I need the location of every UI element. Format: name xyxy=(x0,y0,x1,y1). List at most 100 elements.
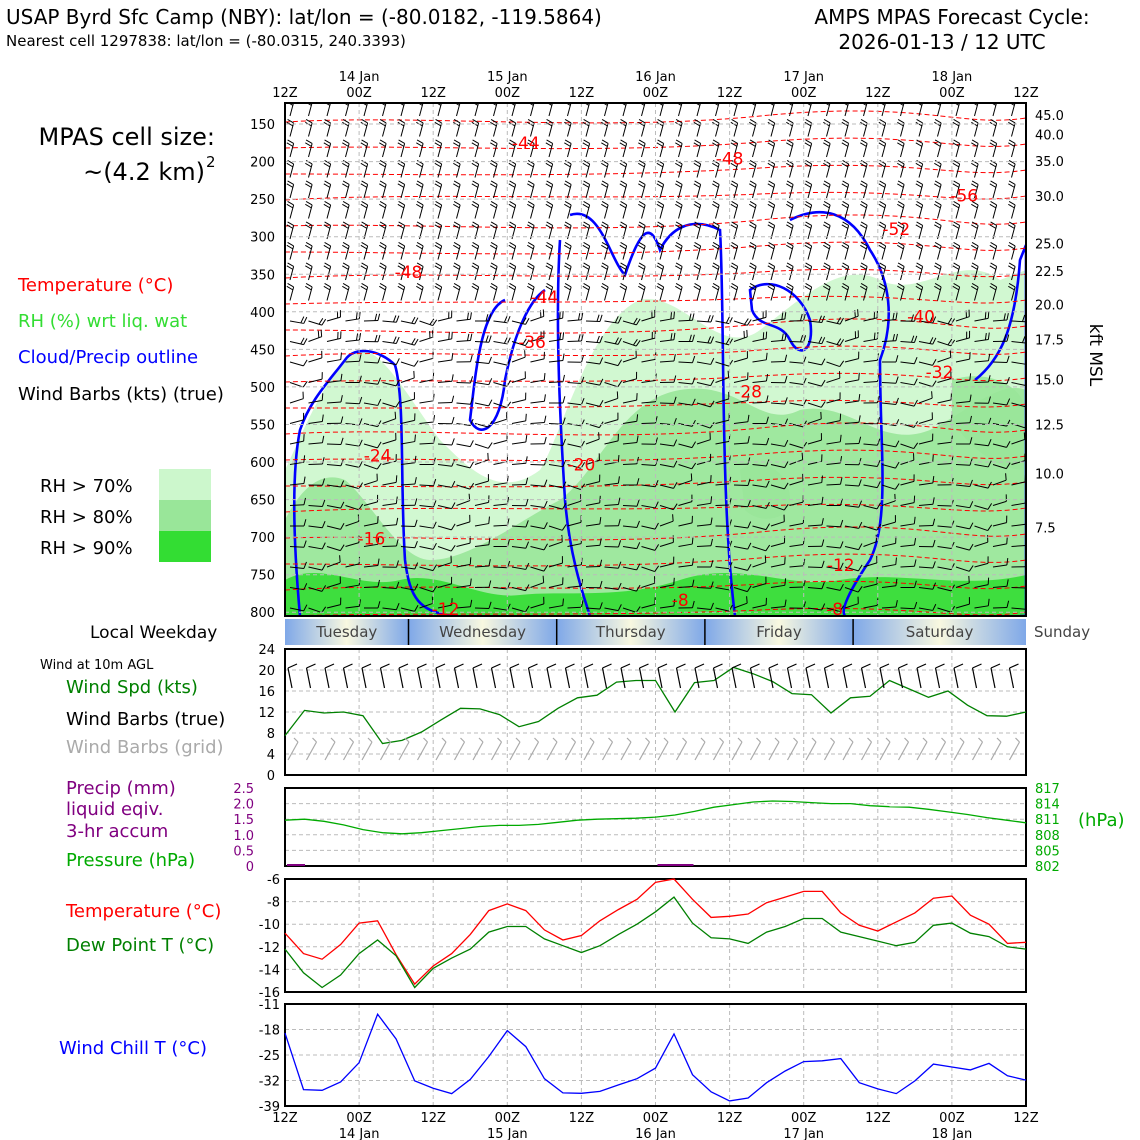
wind-barb xyxy=(622,163,628,178)
wind-barb xyxy=(826,525,841,528)
wind-barb-feather xyxy=(453,221,461,226)
wind-barb xyxy=(345,505,359,511)
wind-barb-feather xyxy=(469,440,474,447)
surface-wind-barb-feather xyxy=(935,663,945,669)
wind-barb xyxy=(456,606,471,609)
wind-barb xyxy=(918,143,924,158)
wind-barb-feather xyxy=(858,564,863,572)
wind-barb-feather xyxy=(823,142,830,147)
wind-barb xyxy=(641,286,646,301)
wind-barb-feather xyxy=(360,285,368,291)
wind-barb-feather xyxy=(932,561,936,569)
wind-barb-feather xyxy=(527,139,535,144)
wind-barb xyxy=(308,336,322,342)
wind-barb xyxy=(900,204,905,219)
wind-barb xyxy=(456,340,471,342)
grid-wind-barb xyxy=(897,741,910,761)
wind-barb-feather xyxy=(471,142,479,147)
wind-barb-feather xyxy=(1006,441,1011,448)
wind-barb xyxy=(511,525,527,528)
wind-barb-feather xyxy=(878,265,886,270)
wind-barb xyxy=(474,402,489,407)
wind-barb-feather xyxy=(1008,180,1016,185)
wind-barb-feather xyxy=(766,416,769,424)
wind-barb-feather xyxy=(839,434,842,442)
grid-wind-barb xyxy=(749,741,762,761)
wind-barb-feather xyxy=(635,340,641,347)
wind-barb-feather xyxy=(657,262,664,267)
wind-barb xyxy=(326,401,342,404)
wind-barb xyxy=(456,402,471,405)
wind-barb xyxy=(493,482,508,486)
wind-barb xyxy=(937,546,952,549)
grid-wind-barb-feather xyxy=(312,737,317,743)
wind-barb-feather xyxy=(435,200,442,206)
wind-barb-feather xyxy=(305,180,313,185)
wind-barb xyxy=(400,320,415,325)
wind-barb xyxy=(419,336,433,342)
grid-wind-barb xyxy=(546,741,558,761)
grid-wind-barb xyxy=(583,741,595,761)
grid-wind-barb xyxy=(675,741,688,761)
wind-barb-feather xyxy=(987,332,990,340)
pressure-tick-label: 450 xyxy=(250,343,275,358)
wind-barb-feather xyxy=(749,221,757,226)
wind-barb-feather xyxy=(361,282,368,288)
wind-barb-feather xyxy=(435,180,442,185)
wind-barb-feather xyxy=(323,224,331,229)
wind-barb-feather xyxy=(786,142,793,147)
surface-wind-barb-feather xyxy=(398,663,409,669)
wind-barb-feather xyxy=(636,542,641,549)
weekday-label: Thursday xyxy=(595,623,666,641)
wind-barb xyxy=(493,122,498,137)
wind-barb xyxy=(400,441,415,445)
wind-barb-feather xyxy=(636,435,639,443)
surface-wind-barb xyxy=(916,667,922,689)
wind-barb xyxy=(308,204,313,219)
wind-barb xyxy=(955,464,971,466)
wind-barb xyxy=(974,484,989,489)
wind-barb-feather xyxy=(693,142,701,147)
wind-barb xyxy=(585,204,591,219)
wind-barb-feather xyxy=(342,285,349,291)
wind-barb xyxy=(659,103,665,117)
wind-barb-feather xyxy=(342,180,350,185)
wind-barb xyxy=(844,143,850,158)
wind-barb xyxy=(678,319,693,322)
temperature-contour-label: -28 xyxy=(734,382,762,402)
grid-wind-barb xyxy=(916,741,928,761)
wind-barb-feather xyxy=(805,159,812,165)
wind-barb-feather xyxy=(638,142,645,147)
wind-barb-feather xyxy=(321,563,326,571)
wind-barb-feather xyxy=(915,285,923,291)
wind-barb xyxy=(530,525,545,530)
wind-barb xyxy=(622,525,637,528)
wind-barb-feather xyxy=(675,162,682,168)
wind-barb xyxy=(511,546,526,549)
wind-barb-feather xyxy=(342,203,349,209)
wind-barb xyxy=(345,286,350,301)
wind-barb xyxy=(974,584,989,588)
wind-barb-feather xyxy=(635,606,641,613)
wind-barb xyxy=(937,378,952,383)
wind-barb-feather xyxy=(340,416,344,424)
surface-wind-barb-feather xyxy=(731,663,742,669)
wind-barb xyxy=(641,505,656,509)
grid-wind-barb-feather xyxy=(423,737,428,743)
wind-barb-feather xyxy=(860,162,867,168)
wind-barb-feather xyxy=(342,262,350,267)
wind-barb-feather xyxy=(324,180,331,185)
wind-barb xyxy=(826,163,831,178)
wind-barb-feather xyxy=(416,285,423,291)
wind-barb-feather xyxy=(638,224,645,229)
wind-barb xyxy=(955,582,970,588)
surface-wind-barb-feather xyxy=(491,663,501,669)
cross-section-content xyxy=(285,103,1026,616)
wind-barb xyxy=(733,103,739,117)
wind-barb xyxy=(437,525,452,531)
wind-barb-feather xyxy=(617,337,622,345)
wind-barb-feather xyxy=(656,162,664,168)
wind-barb-feather xyxy=(654,544,660,551)
grid-wind-barb xyxy=(453,741,466,761)
wind-barb xyxy=(881,564,896,568)
